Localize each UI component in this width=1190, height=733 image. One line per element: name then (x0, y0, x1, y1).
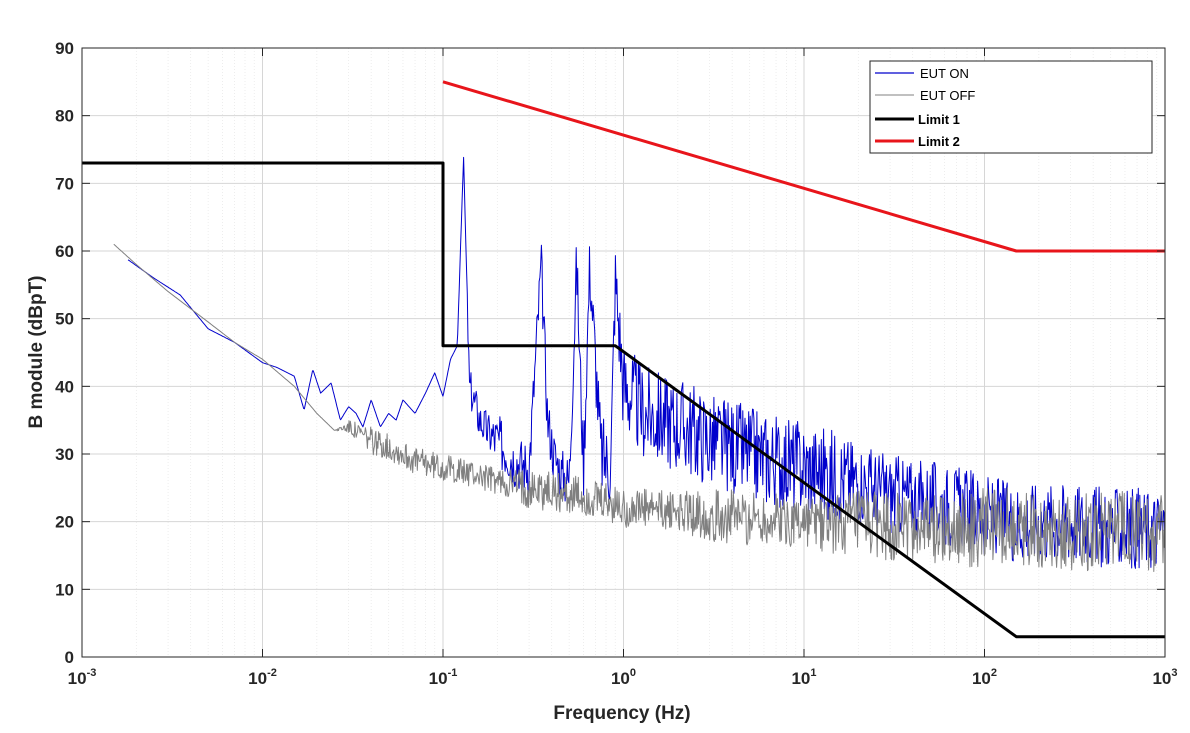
series-limit-2 (442, 80, 1165, 253)
series-limit-1 (82, 161, 1165, 639)
y-tick-label: 80 (55, 107, 74, 126)
y-tick-label: 0 (65, 648, 74, 667)
y-axis-label: B module (dBpT) (26, 275, 47, 428)
y-tick-label: 90 (55, 39, 74, 58)
legend-label-limit-1: Limit 1 (918, 112, 960, 127)
y-tick-label: 10 (55, 580, 74, 599)
y-tick-label: 20 (55, 513, 74, 532)
x-ticks: 10-3 10-2 10-1 100 101 102 103 (68, 48, 1178, 688)
legend-box (869, 60, 1153, 154)
legend-label-eut-on: EUT ON (920, 66, 969, 81)
y-tick-label: 70 (55, 174, 74, 193)
x-tick-label: 10-2 (248, 667, 277, 688)
y-tick-label: 30 (55, 445, 74, 464)
y-tick-label: 60 (55, 242, 74, 261)
x-tick-label: 103 (1152, 667, 1177, 688)
x-tick-label: 10-3 (68, 667, 97, 688)
x-tick-label: 10-1 (429, 667, 458, 688)
y-tick-label: 40 (55, 377, 74, 396)
y-ticks: 0 10 20 30 40 50 60 70 80 90 (55, 39, 1165, 667)
y-tick-label: 50 (55, 310, 74, 329)
x-axis-label: Frequency (Hz) (553, 703, 690, 724)
legend-label-limit-2: Limit 2 (918, 134, 960, 149)
x-tick-label: 100 (611, 667, 636, 688)
legend-label-eut-off: EUT OFF (920, 88, 975, 103)
series-eut-off (113, 243, 1165, 572)
x-tick-label: 102 (972, 667, 997, 688)
series-layer (82, 80, 1165, 639)
x-tick-label: 101 (791, 667, 816, 688)
legend: EUT ON EUT OFF Limit 1 Limit 2 (869, 60, 1153, 154)
